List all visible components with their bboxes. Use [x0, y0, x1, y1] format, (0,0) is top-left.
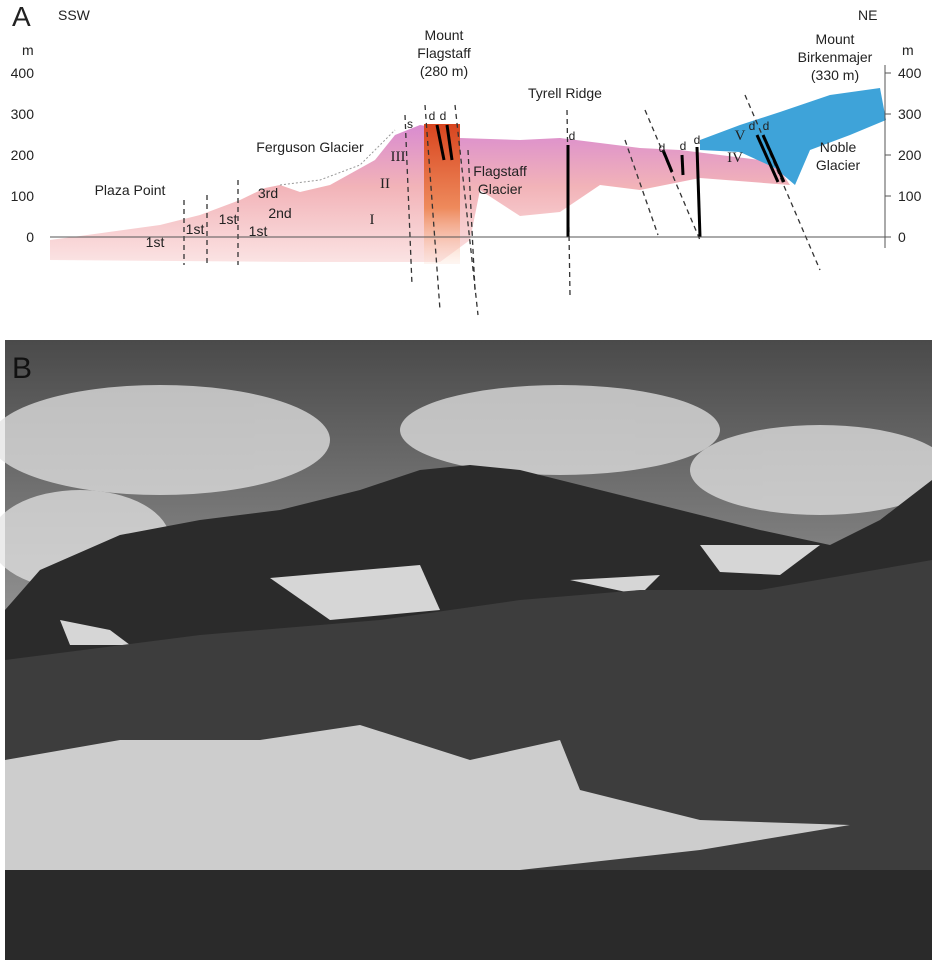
- snowfield: [5, 725, 850, 875]
- ice-cap: [700, 88, 886, 185]
- y-tick-label: 400: [11, 65, 35, 81]
- unit-label: 2nd: [268, 205, 291, 221]
- place-label: Mount Flagstaff (280 m): [417, 27, 471, 79]
- y-tick-label: 200: [11, 147, 35, 163]
- ice-surface: [279, 129, 396, 186]
- dike-label: s: [407, 117, 413, 131]
- panel-label: B: [12, 352, 32, 385]
- place-label: Ferguson Glacier: [256, 139, 364, 155]
- dikes: [435, 124, 786, 238]
- place-label: Tyrell Ridge: [528, 85, 602, 101]
- line: Birkenmajer: [798, 49, 873, 65]
- panel-a: A SSW NE m m Plaza Point Ferguson Glacie…: [11, 1, 922, 316]
- y-tick-label: 200: [898, 147, 922, 163]
- unit-label: I: [370, 212, 375, 228]
- y-tick-label: 0: [26, 229, 34, 245]
- line: Noble: [820, 139, 857, 155]
- line: Glacier: [478, 181, 523, 197]
- line: (280 m): [420, 63, 468, 79]
- y-tick-label: 100: [898, 188, 922, 204]
- axis-unit: m: [22, 42, 34, 58]
- unit-label: 3rd: [258, 185, 278, 201]
- line: Mount: [816, 31, 855, 47]
- y-tick-label: 400: [898, 65, 922, 81]
- line: (330 m): [811, 67, 859, 83]
- place-label: Plaza Point: [95, 182, 166, 198]
- unit-label: 1st: [219, 211, 238, 227]
- unit-label: II: [380, 176, 390, 192]
- direction: SSW: [58, 7, 91, 23]
- y-tick-label: 100: [11, 188, 35, 204]
- dike-label: d: [429, 109, 436, 123]
- dike-label: d: [763, 119, 770, 133]
- unit-label: 1st: [249, 223, 268, 239]
- y-tick-label: 0: [898, 229, 906, 245]
- snow: [60, 545, 820, 720]
- y-tick-label: 300: [11, 106, 35, 122]
- dike-label: d: [569, 129, 576, 143]
- line: Flagstaff: [473, 163, 527, 179]
- place-label: Noble Glacier: [816, 139, 861, 173]
- terrain: [50, 125, 790, 262]
- unit-label: IV: [727, 150, 743, 166]
- y-tick-label: 300: [898, 106, 922, 122]
- axis-unit: m: [902, 42, 914, 58]
- unit-label: V: [735, 128, 746, 144]
- foreground: [5, 870, 932, 960]
- direction: NE: [858, 7, 877, 23]
- unit-label: 1st: [146, 234, 165, 250]
- dike-label: d: [749, 119, 756, 133]
- line: Mount: [425, 27, 464, 43]
- panel-label: A: [12, 1, 31, 32]
- dike-label: d: [659, 141, 666, 155]
- dike-label: d: [440, 109, 447, 123]
- panel-b: B: [0, 340, 932, 960]
- place-label: Mount Birkenmajer (330 m): [798, 31, 873, 83]
- dike-label: d: [680, 139, 687, 153]
- line: Flagstaff: [417, 45, 471, 61]
- line: Glacier: [816, 157, 861, 173]
- dike-label: d: [694, 133, 701, 147]
- place-label: Flagstaff Glacier: [473, 163, 527, 197]
- unit-label: 1st: [186, 221, 205, 237]
- unit-label: III: [391, 149, 406, 165]
